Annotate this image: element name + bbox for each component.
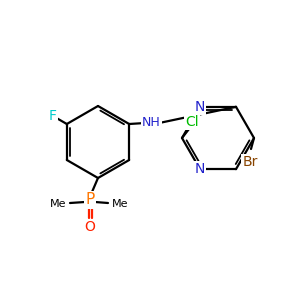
- Text: Me: Me: [112, 199, 128, 209]
- Text: Me: Me: [50, 199, 66, 209]
- Text: O: O: [85, 220, 95, 234]
- Text: N: N: [195, 162, 205, 176]
- Text: Br: Br: [242, 155, 258, 169]
- Text: NH: NH: [142, 116, 161, 128]
- Text: Cl: Cl: [185, 115, 199, 129]
- Text: P: P: [85, 193, 94, 208]
- Text: N: N: [195, 100, 205, 114]
- Text: F: F: [49, 109, 57, 123]
